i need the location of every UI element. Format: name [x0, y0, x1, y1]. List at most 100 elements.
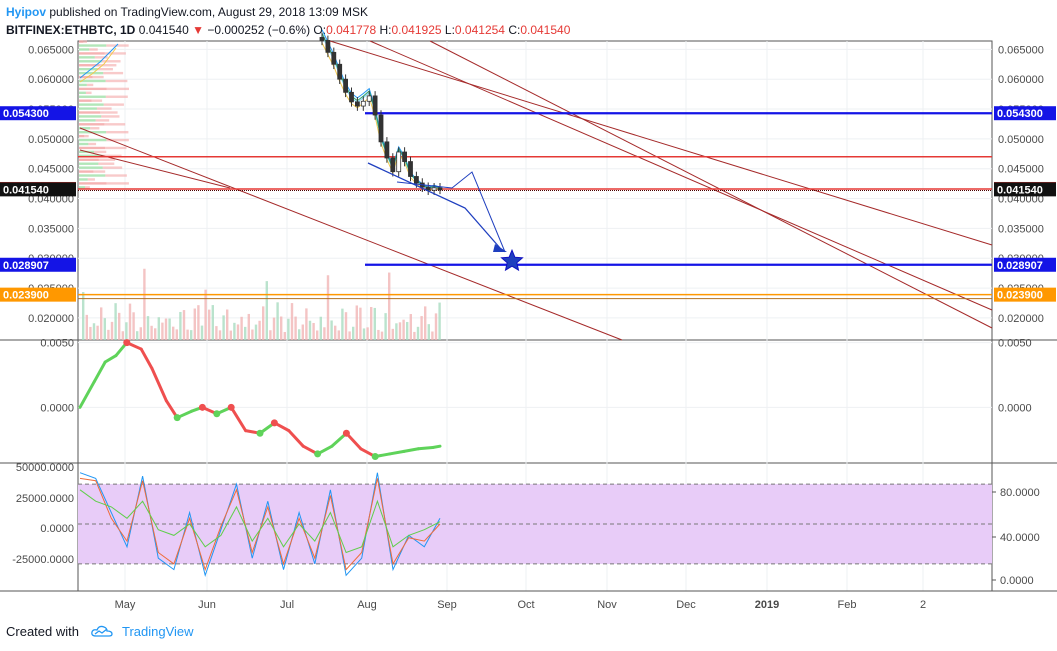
stoch-line-green — [79, 489, 441, 554]
price-label-left: 0.054300 — [3, 108, 49, 120]
footer: Created with TradingView — [6, 624, 194, 639]
volume-bar — [208, 309, 211, 340]
volume-profile-bar — [103, 71, 124, 75]
volume-bar — [229, 330, 232, 340]
volume-profile-bar — [79, 87, 107, 91]
price-change: −0.000252 (−0.6%) — [207, 23, 311, 37]
volume-profile-bar — [79, 52, 105, 55]
volume-profile-bar — [79, 154, 103, 158]
volume-profile-bar — [102, 166, 123, 169]
y-tick-label-right: 0.045000 — [998, 164, 1044, 176]
volume-profile-bar — [106, 130, 129, 134]
volume-profile-bar — [106, 44, 129, 47]
volume-profile-bar — [79, 123, 105, 126]
candle-body — [390, 157, 396, 173]
volume-bar — [416, 326, 420, 340]
volume-bar — [323, 327, 326, 340]
volume-bar — [233, 322, 236, 340]
volume-bar — [218, 330, 222, 340]
volume-bar — [388, 272, 391, 340]
high-value: 0.041925 — [391, 23, 442, 37]
volume-bar — [193, 308, 196, 340]
volume-profile-bar — [104, 123, 126, 126]
volume-profile-bar — [90, 127, 100, 130]
candle-body — [425, 186, 431, 191]
volume-bar — [211, 305, 214, 340]
volume-profile-bar — [79, 83, 87, 87]
volume-profile-bar — [85, 91, 92, 95]
x-tick-label: Aug — [357, 599, 377, 611]
volume-bar — [269, 330, 272, 340]
volume-profile-bar — [79, 99, 92, 102]
volume-bar — [190, 330, 193, 340]
oscillator-segment — [139, 347, 154, 370]
volume-profile-bar — [105, 174, 127, 177]
volume-bar — [316, 330, 319, 340]
volume-bar — [200, 325, 204, 340]
change-arrow-icon: ▼ — [192, 23, 204, 37]
volume-bar — [438, 302, 441, 340]
projection-arrow — [367, 162, 501, 249]
stoch-tick-right: 0.0000 — [1000, 575, 1034, 587]
volume-profile-bar — [91, 99, 103, 102]
volume-bar — [85, 314, 88, 340]
volume-profile-bar — [86, 83, 94, 87]
x-tick-label: Sep — [437, 599, 457, 611]
volume-bar — [89, 326, 92, 340]
oscillator-cross-dot — [213, 410, 221, 418]
symbol-name[interactable]: BITFINEX:ETHBTC, 1D — [6, 23, 136, 37]
candle-body — [408, 161, 413, 177]
volume-bar — [348, 331, 351, 340]
volume-bar — [215, 326, 218, 340]
oscillator-cross-dot — [256, 429, 264, 437]
volume-profile-bar — [79, 130, 107, 134]
price-label-left: 0.023900 — [3, 290, 49, 302]
volume-profile-bar — [96, 107, 112, 110]
y-tick-label-left: 0.040000 — [28, 194, 74, 206]
candle-body — [319, 37, 325, 41]
volume-bar — [330, 320, 333, 340]
volume-profile-bar — [79, 142, 89, 146]
osc-tick-left: 0.0050 — [40, 338, 74, 350]
price-label-box-left — [0, 106, 76, 121]
oscillator-cross-dot — [371, 453, 379, 461]
oscillator-cross-dot — [123, 339, 131, 347]
volume-bar — [136, 331, 139, 340]
y-tick-label-right: 0.060000 — [998, 74, 1044, 86]
x-tick-label: May — [115, 599, 136, 611]
volume-bar — [154, 328, 157, 340]
candle-body — [413, 176, 419, 184]
author-link[interactable]: Hyipov — [6, 5, 47, 19]
volume-profile-bar — [101, 60, 121, 63]
volume-bar — [251, 329, 254, 340]
volume-bar — [305, 308, 308, 340]
oscillator-cross-dot — [173, 414, 181, 422]
volume-bar — [319, 316, 322, 340]
volume-bar — [164, 318, 168, 340]
candle-body — [349, 91, 354, 103]
volume-bar — [370, 307, 373, 340]
volume-profile-bar — [79, 174, 106, 177]
volume-profile-bar — [79, 178, 88, 181]
high-label: H: — [379, 23, 392, 37]
price-label-right: 0.028907 — [997, 260, 1043, 272]
volume-bar — [157, 317, 160, 340]
volume-profile-bar — [79, 146, 106, 150]
moving-average-line — [79, 43, 119, 79]
stoch-tick-left: -25000.0000 — [12, 554, 74, 566]
volume-bar — [355, 305, 358, 340]
candle-body — [343, 78, 349, 93]
volume-profile-bar — [105, 95, 128, 98]
volume-profile-bar — [101, 115, 120, 118]
volume-profile-bar — [79, 119, 96, 122]
channel-line — [329, 40, 993, 246]
target-star-icon — [500, 248, 524, 272]
volume-bar — [326, 275, 330, 340]
volume-profile-bar — [105, 146, 127, 150]
volume-bar — [128, 303, 132, 340]
volume-profile-bar — [79, 40, 84, 43]
price-label-box-right — [994, 106, 1056, 121]
tradingview-link[interactable]: TradingView — [122, 624, 194, 639]
volume-bar — [168, 318, 171, 340]
